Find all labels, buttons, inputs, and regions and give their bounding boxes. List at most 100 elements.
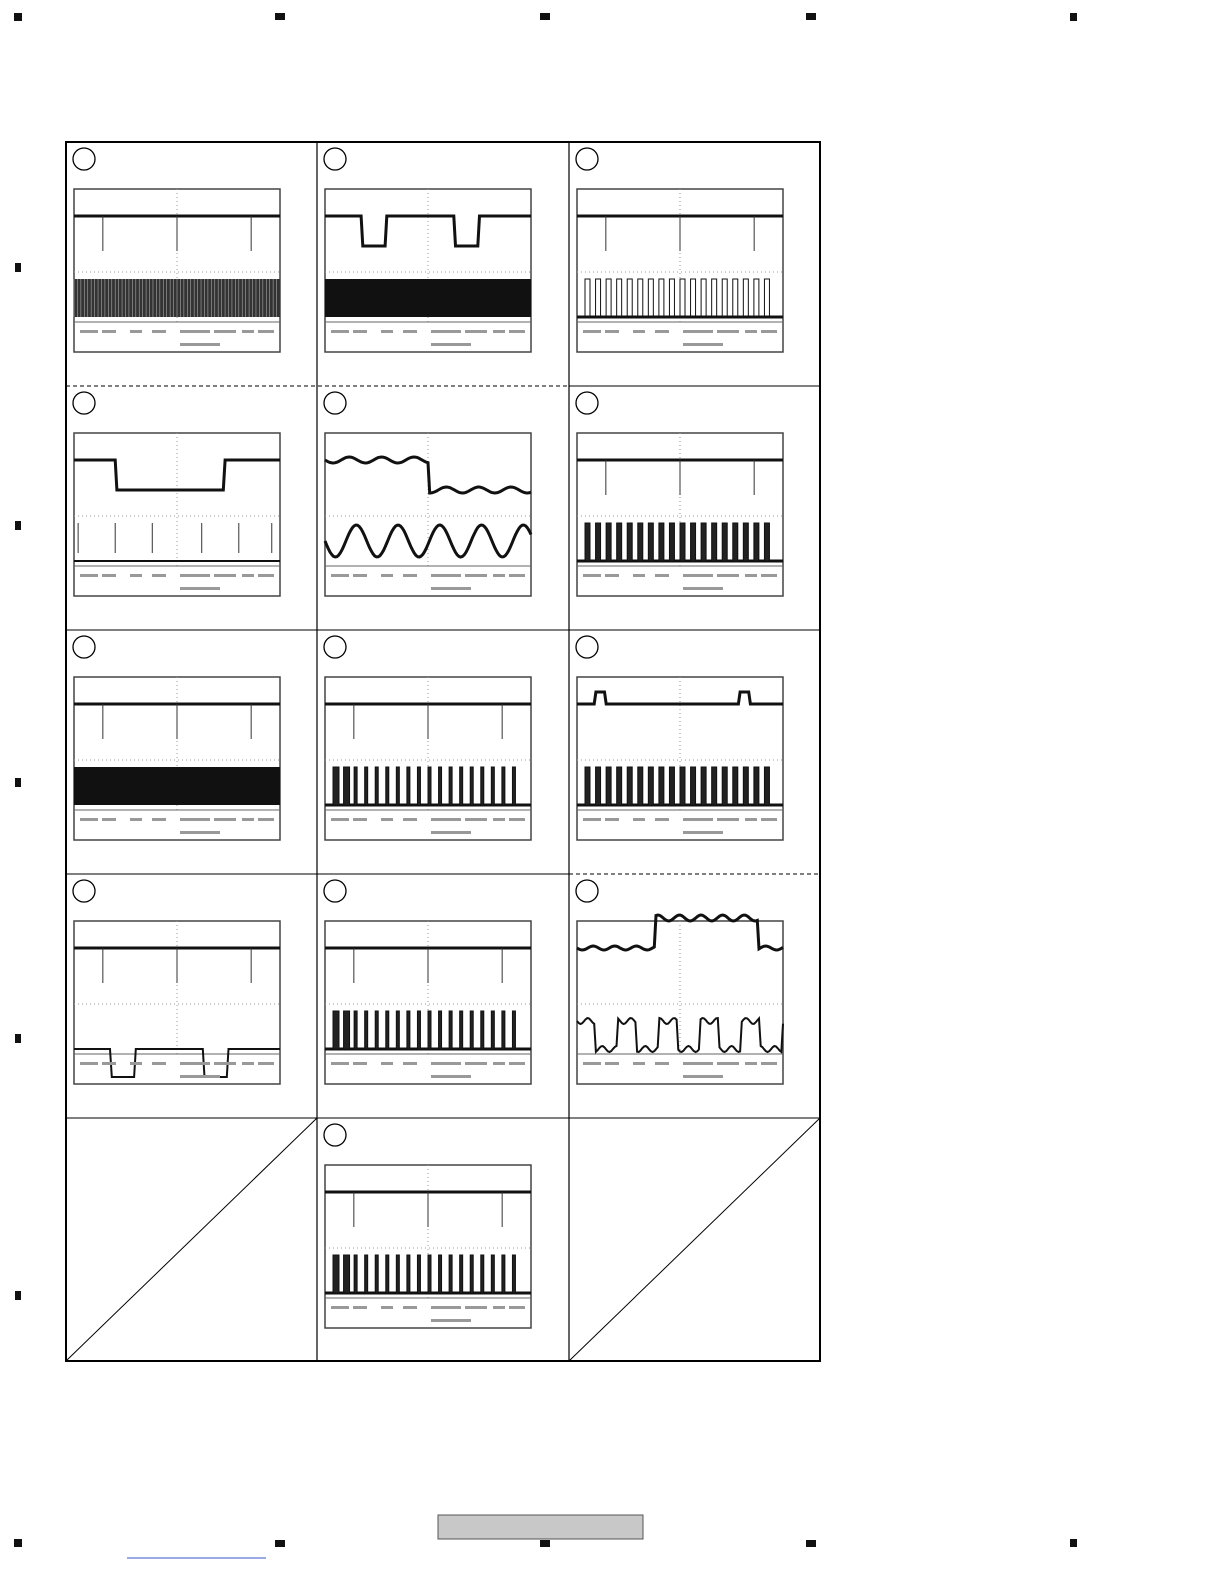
readout-mark bbox=[683, 587, 723, 590]
bottom-pulse bbox=[438, 766, 443, 806]
readout-mark bbox=[509, 1062, 525, 1065]
readout-mark bbox=[683, 831, 723, 834]
waveform-panel bbox=[575, 879, 784, 1085]
readout-mark bbox=[605, 574, 619, 577]
bottom-pulse bbox=[332, 1254, 340, 1294]
bottom-pulse bbox=[406, 766, 411, 806]
bottom-trace bbox=[74, 1048, 280, 1078]
bottom-pulse bbox=[448, 766, 453, 806]
bottom-pulse bbox=[658, 278, 665, 318]
bottom-pulse bbox=[406, 1010, 411, 1050]
readout-mark bbox=[130, 574, 142, 577]
bottom-pulse bbox=[332, 766, 340, 806]
bottom-pulse bbox=[374, 766, 379, 806]
readout-mark bbox=[180, 574, 210, 577]
readout-mark bbox=[403, 330, 417, 333]
bottom-pulse bbox=[385, 766, 390, 806]
readout-mark bbox=[130, 330, 142, 333]
bottom-pulse bbox=[626, 278, 633, 318]
bottom-pulse bbox=[637, 522, 644, 562]
readout-mark bbox=[403, 574, 417, 577]
panel-marker bbox=[575, 391, 599, 415]
bottom-pulse bbox=[480, 1254, 485, 1294]
bottom-pulse bbox=[490, 1010, 495, 1050]
bottom-pulse bbox=[511, 1010, 516, 1050]
bottom-pulse bbox=[469, 766, 474, 806]
bottom-pulse bbox=[690, 766, 697, 806]
readout-mark bbox=[381, 574, 393, 577]
bottom-pulse bbox=[459, 1254, 464, 1294]
readout-mark bbox=[683, 330, 713, 333]
bottom-pulse bbox=[584, 278, 591, 318]
readout-mark bbox=[431, 1306, 461, 1309]
readout-mark bbox=[180, 1075, 220, 1078]
bottom-pulse bbox=[490, 1254, 495, 1294]
bottom-pulse bbox=[364, 1254, 369, 1294]
bottom-pulse bbox=[721, 522, 728, 562]
bottom-pulse bbox=[364, 766, 369, 806]
bottom-pulse bbox=[721, 766, 728, 806]
readout-mark bbox=[465, 574, 487, 577]
top-trace bbox=[324, 455, 532, 495]
readout-mark bbox=[431, 330, 461, 333]
bottom-pulse bbox=[427, 1254, 432, 1294]
panel-marker bbox=[323, 635, 347, 659]
bottom-pulse bbox=[353, 766, 358, 806]
readout-mark bbox=[465, 818, 487, 821]
bottom-pulse bbox=[480, 766, 485, 806]
readout-mark bbox=[152, 574, 166, 577]
bottom-trace bbox=[325, 279, 531, 317]
waveform-panel bbox=[323, 635, 532, 841]
bottom-pulse bbox=[742, 278, 749, 318]
readout-mark bbox=[683, 343, 723, 346]
readout-mark bbox=[381, 1306, 393, 1309]
readout-mark bbox=[583, 574, 601, 577]
bottom-pulse bbox=[480, 1010, 485, 1050]
bottom-pulse bbox=[374, 1254, 379, 1294]
readout-mark bbox=[633, 1062, 645, 1065]
readout-mark bbox=[493, 818, 505, 821]
bottom-pulse bbox=[364, 1010, 369, 1050]
readout-mark bbox=[605, 330, 619, 333]
bottom-pulse bbox=[700, 766, 707, 806]
readout-mark bbox=[353, 574, 367, 577]
readout-mark bbox=[605, 818, 619, 821]
bottom-pulse bbox=[343, 766, 351, 806]
empty-cell-diagonal bbox=[568, 1117, 821, 1362]
waveform-panel bbox=[72, 879, 281, 1085]
bottom-pulse bbox=[427, 1010, 432, 1050]
readout-mark bbox=[102, 1062, 116, 1065]
bottom-pulse bbox=[732, 766, 739, 806]
readout-mark bbox=[431, 831, 471, 834]
bottom-pulse bbox=[700, 522, 707, 562]
panel-marker bbox=[72, 147, 96, 171]
panel-marker bbox=[323, 1123, 347, 1147]
readout-mark bbox=[353, 818, 367, 821]
readout-mark bbox=[331, 1062, 349, 1065]
bottom-pulse bbox=[605, 766, 612, 806]
bottom-pulse bbox=[343, 1010, 351, 1050]
bottom-pulse bbox=[637, 278, 644, 318]
readout-mark bbox=[331, 818, 349, 821]
bottom-pulse bbox=[647, 278, 654, 318]
readout-mark bbox=[431, 818, 461, 821]
bottom-pulse bbox=[332, 1010, 340, 1050]
bottom-pulse bbox=[711, 278, 718, 318]
readout-mark bbox=[431, 1319, 471, 1322]
bottom-pulse bbox=[690, 278, 697, 318]
bottom-pulse bbox=[374, 1010, 379, 1050]
readout-mark bbox=[381, 1062, 393, 1065]
readout-mark bbox=[465, 1062, 487, 1065]
bottom-pulse bbox=[605, 522, 612, 562]
top-trace bbox=[325, 214, 531, 248]
readout-mark bbox=[493, 574, 505, 577]
readout-mark bbox=[431, 574, 461, 577]
bottom-pulse bbox=[626, 766, 633, 806]
bottom-pulse bbox=[395, 766, 400, 806]
bottom-pulse bbox=[501, 766, 506, 806]
bottom-pulse bbox=[416, 766, 421, 806]
bottom-pulse bbox=[490, 766, 495, 806]
waveform-panel bbox=[323, 879, 532, 1085]
readout-mark bbox=[242, 574, 254, 577]
